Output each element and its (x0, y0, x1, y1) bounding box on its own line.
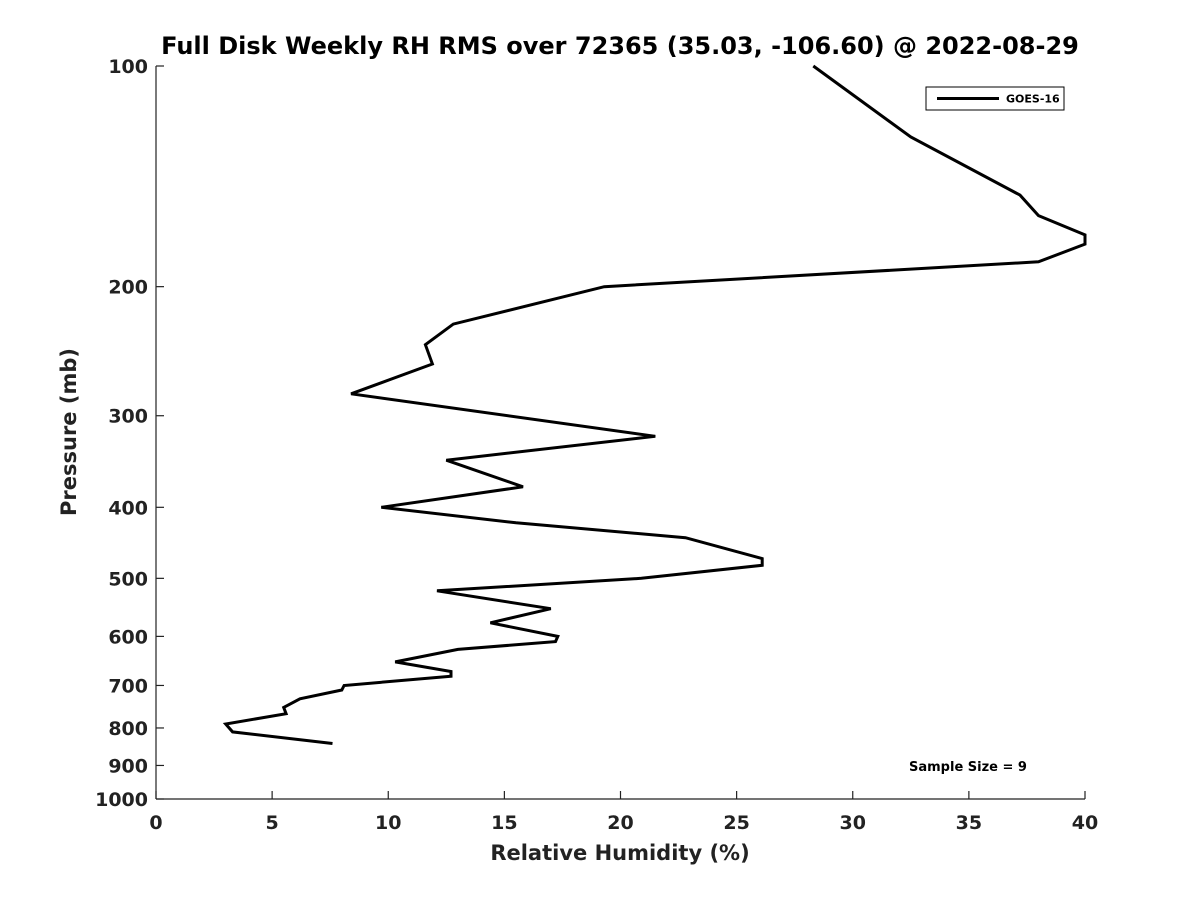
y-tick-label: 1000 (95, 789, 148, 811)
y-tick-label: 300 (108, 406, 148, 428)
y-tick-label: 500 (108, 568, 148, 590)
legend: GOES-16 (925, 86, 1065, 111)
x-tick-label: 30 (840, 812, 866, 834)
x-ticks: 0 5 10 15 20 25 30 35 40 (149, 791, 1098, 834)
y-ticks: 100 200 300 400 500 600 700 800 900 1000 (95, 56, 164, 811)
y-tick-label: 600 (108, 626, 148, 648)
series-line-goes16 (222, 64, 1087, 745)
x-tick-label: 10 (375, 812, 401, 834)
legend-label-goes16: GOES-16 (1006, 93, 1060, 106)
sample-size-annotation: Sample Size = 9 (909, 760, 1027, 775)
y-tick-label: 200 (108, 277, 148, 299)
y-axis-label: Pressure (mb) (57, 348, 81, 516)
y-tick-label: 700 (108, 675, 148, 697)
y-tick-label: 400 (108, 497, 148, 519)
y-tick-label: 900 (108, 755, 148, 777)
y-tick-label: 800 (108, 718, 148, 740)
x-axis-label: Relative Humidity (%) (490, 841, 749, 865)
y-tick-label: 100 (108, 56, 148, 78)
series-layer (222, 64, 1087, 745)
x-tick-label: 0 (149, 812, 162, 834)
x-tick-label: 35 (956, 812, 982, 834)
x-tick-label: 15 (491, 812, 517, 834)
x-tick-label: 20 (607, 812, 633, 834)
x-tick-label: 5 (266, 812, 279, 834)
x-tick-label: 40 (1072, 812, 1098, 834)
x-tick-label: 25 (723, 812, 749, 834)
chart-title: Full Disk Weekly RH RMS over 72365 (35.0… (161, 32, 1079, 60)
